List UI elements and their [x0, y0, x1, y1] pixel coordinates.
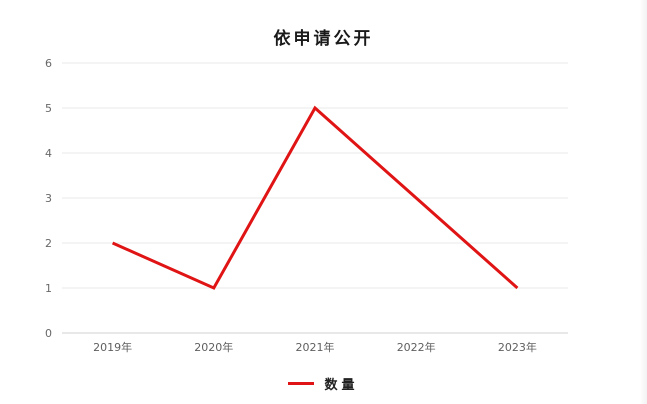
x-tick-label: 2023年 — [497, 341, 537, 354]
legend: 数量 — [0, 374, 647, 393]
y-tick-label: 0 — [45, 327, 52, 340]
legend-line-marker — [288, 382, 315, 385]
x-tick-label: 2021年 — [295, 341, 335, 354]
y-tick-label: 4 — [45, 147, 52, 160]
series-line — [111, 105, 519, 290]
x-tick-label: 2020年 — [194, 341, 234, 354]
x-tick-label: 2019年 — [93, 341, 133, 354]
chart-title: 依申请公开 — [273, 29, 374, 49]
y-tick-label: 2 — [45, 237, 52, 250]
y-tick-label: 1 — [45, 282, 52, 295]
x-tick-label: 2022年 — [396, 341, 436, 354]
y-tick-label: 6 — [45, 57, 52, 70]
y-tick-label: 5 — [45, 102, 52, 115]
legend-label: 数量 — [324, 378, 359, 393]
y-tick-label: 3 — [45, 192, 52, 205]
